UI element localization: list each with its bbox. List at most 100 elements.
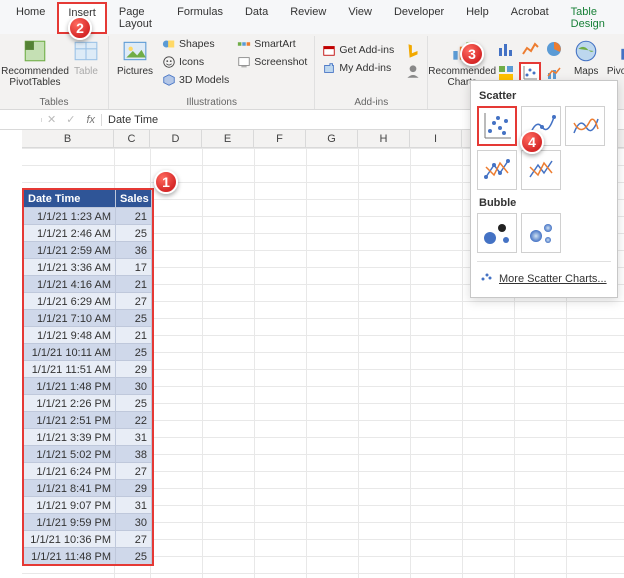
cell-datetime[interactable]: 1/1/21 11:48 PM bbox=[24, 547, 116, 564]
cell-sales[interactable]: 22 bbox=[116, 411, 152, 428]
cell-sales[interactable]: 25 bbox=[116, 309, 152, 326]
cell-sales[interactable]: 31 bbox=[116, 428, 152, 445]
pivotchart-button[interactable]: PivotChart bbox=[607, 36, 624, 77]
scatter-markers-option[interactable] bbox=[477, 106, 517, 146]
cancel-icon[interactable]: ✕ bbox=[42, 113, 61, 126]
table-row[interactable]: 1/1/21 3:36 AM17 bbox=[24, 258, 152, 275]
tab-view[interactable]: View bbox=[338, 2, 382, 34]
cell-datetime[interactable]: 1/1/21 7:10 AM bbox=[24, 309, 116, 326]
recommended-pivottables-button[interactable]: Recommended PivotTables bbox=[5, 36, 65, 88]
cell-datetime[interactable]: 1/1/21 10:11 AM bbox=[24, 343, 116, 360]
tab-home[interactable]: Home bbox=[6, 2, 55, 34]
cell-sales[interactable]: 27 bbox=[116, 292, 152, 309]
table-row[interactable]: 1/1/21 2:26 PM25 bbox=[24, 394, 152, 411]
cell-sales[interactable]: 17 bbox=[116, 258, 152, 275]
tab-developer[interactable]: Developer bbox=[384, 2, 454, 34]
cell-sales[interactable]: 31 bbox=[116, 496, 152, 513]
table-row[interactable]: 1/1/21 9:48 AM21 bbox=[24, 326, 152, 343]
column-header[interactable]: G bbox=[306, 130, 358, 147]
table-row[interactable]: 1/1/21 7:10 AM25 bbox=[24, 309, 152, 326]
cell-datetime[interactable]: 1/1/21 2:59 AM bbox=[24, 241, 116, 258]
bing-icon[interactable] bbox=[404, 42, 422, 60]
cell-sales[interactable]: 27 bbox=[116, 462, 152, 479]
table-row[interactable]: 1/1/21 1:48 PM30 bbox=[24, 377, 152, 394]
table-row[interactable]: 1/1/21 6:24 PM27 bbox=[24, 462, 152, 479]
cell-datetime[interactable]: 1/1/21 9:07 PM bbox=[24, 496, 116, 513]
column-header[interactable]: E bbox=[202, 130, 254, 147]
cell-sales[interactable]: 36 bbox=[116, 241, 152, 258]
formula-value[interactable]: Date Time bbox=[102, 112, 164, 128]
cell-datetime[interactable]: 1/1/21 10:36 PM bbox=[24, 530, 116, 547]
column-header[interactable]: I bbox=[410, 130, 462, 147]
cell-datetime[interactable]: 1/1/21 8:41 PM bbox=[24, 479, 116, 496]
header-datetime[interactable]: Date Time bbox=[24, 190, 116, 207]
get-addins-button[interactable]: Get Add-ins bbox=[320, 42, 396, 58]
tab-formulas[interactable]: Formulas bbox=[167, 2, 233, 34]
smartart-button[interactable]: SmartArt bbox=[235, 36, 309, 52]
cell-datetime[interactable]: 1/1/21 1:48 PM bbox=[24, 377, 116, 394]
tab-page-layout[interactable]: Page Layout bbox=[109, 2, 165, 34]
cell-datetime[interactable]: 1/1/21 4:16 AM bbox=[24, 275, 116, 292]
maps-button[interactable]: Maps bbox=[569, 36, 603, 77]
table-row[interactable]: 1/1/21 11:48 PM25 bbox=[24, 547, 152, 564]
cell-datetime[interactable]: 1/1/21 6:29 AM bbox=[24, 292, 116, 309]
my-addins-button[interactable]: My Add-ins bbox=[320, 60, 396, 76]
column-header[interactable]: H bbox=[358, 130, 410, 147]
table-button[interactable]: Table bbox=[69, 36, 103, 77]
chart-column-button[interactable] bbox=[495, 38, 517, 60]
name-box[interactable] bbox=[0, 118, 42, 122]
chart-line-button[interactable] bbox=[519, 38, 541, 60]
cell-sales[interactable]: 25 bbox=[116, 224, 152, 241]
data-table[interactable]: Date Time Sales 1/1/21 1:23 AM211/1/21 2… bbox=[22, 188, 154, 566]
cell-sales[interactable]: 29 bbox=[116, 360, 152, 377]
column-header[interactable]: D bbox=[150, 130, 202, 147]
cell-sales[interactable]: 21 bbox=[116, 207, 152, 224]
fx-icon[interactable]: fx bbox=[80, 114, 102, 126]
table-row[interactable]: 1/1/21 3:39 PM31 bbox=[24, 428, 152, 445]
table-row[interactable]: 1/1/21 2:51 PM22 bbox=[24, 411, 152, 428]
scatter-smooth-option[interactable] bbox=[565, 106, 605, 146]
cell-datetime[interactable]: 1/1/21 9:48 AM bbox=[24, 326, 116, 343]
table-row[interactable]: 1/1/21 10:11 AM25 bbox=[24, 343, 152, 360]
cell-sales[interactable]: 38 bbox=[116, 445, 152, 462]
cell-sales[interactable]: 25 bbox=[116, 394, 152, 411]
shapes-button[interactable]: Shapes bbox=[160, 36, 231, 52]
table-row[interactable]: 1/1/21 6:29 AM27 bbox=[24, 292, 152, 309]
table-row[interactable]: 1/1/21 4:16 AM21 bbox=[24, 275, 152, 292]
table-row[interactable]: 1/1/21 1:23 AM21 bbox=[24, 207, 152, 224]
bubble-option[interactable] bbox=[477, 213, 517, 253]
cell-sales[interactable]: 27 bbox=[116, 530, 152, 547]
cell-datetime[interactable]: 1/1/21 2:51 PM bbox=[24, 411, 116, 428]
cell-sales[interactable]: 30 bbox=[116, 513, 152, 530]
cell-sales[interactable]: 21 bbox=[116, 275, 152, 292]
table-row[interactable]: 1/1/21 8:41 PM29 bbox=[24, 479, 152, 496]
cell-datetime[interactable]: 1/1/21 11:51 AM bbox=[24, 360, 116, 377]
table-row[interactable]: 1/1/21 2:46 AM25 bbox=[24, 224, 152, 241]
scatter-lines-markers-option[interactable] bbox=[477, 150, 517, 190]
pictures-button[interactable]: Pictures bbox=[114, 36, 156, 77]
tab-table-design[interactable]: Table Design bbox=[561, 2, 618, 34]
table-row[interactable]: 1/1/21 9:59 PM30 bbox=[24, 513, 152, 530]
cell-sales[interactable]: 21 bbox=[116, 326, 152, 343]
tab-acrobat[interactable]: Acrobat bbox=[501, 2, 559, 34]
table-row[interactable]: 1/1/21 5:02 PM38 bbox=[24, 445, 152, 462]
table-row[interactable]: 1/1/21 2:59 AM36 bbox=[24, 241, 152, 258]
cell-datetime[interactable]: 1/1/21 9:59 PM bbox=[24, 513, 116, 530]
cell-sales[interactable]: 30 bbox=[116, 377, 152, 394]
cell-sales[interactable]: 25 bbox=[116, 343, 152, 360]
tab-review[interactable]: Review bbox=[280, 2, 336, 34]
table-row[interactable]: 1/1/21 10:36 PM27 bbox=[24, 530, 152, 547]
enter-icon[interactable]: ✓ bbox=[61, 113, 80, 126]
3dmodels-button[interactable]: 3D Models bbox=[160, 72, 231, 88]
cell-sales[interactable]: 25 bbox=[116, 547, 152, 564]
cell-datetime[interactable]: 1/1/21 2:46 AM bbox=[24, 224, 116, 241]
tab-help[interactable]: Help bbox=[456, 2, 499, 34]
icons-button[interactable]: Icons bbox=[160, 54, 231, 70]
column-header[interactable]: F bbox=[254, 130, 306, 147]
bubble-3d-option[interactable] bbox=[521, 213, 561, 253]
people-icon[interactable] bbox=[404, 62, 422, 80]
column-header[interactable]: B bbox=[22, 130, 114, 147]
cell-datetime[interactable]: 1/1/21 3:36 AM bbox=[24, 258, 116, 275]
cell-sales[interactable]: 29 bbox=[116, 479, 152, 496]
header-sales[interactable]: Sales bbox=[116, 190, 152, 207]
